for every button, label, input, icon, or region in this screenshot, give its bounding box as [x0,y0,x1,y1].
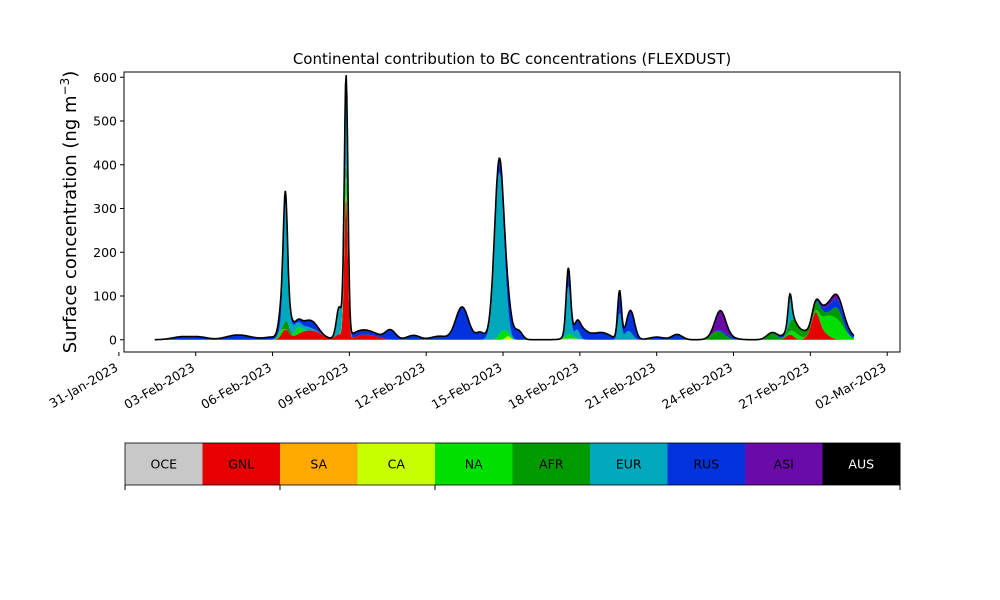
colorbar-label-afr: AFR [539,457,564,472]
y-tick-label: 500 [93,114,117,129]
y-tick-label: 200 [93,245,117,260]
x-tick-label: 24-Feb-2023 [659,360,735,412]
x-tick-label: 02-Mar-2023 [812,360,888,413]
colorbar-swatch-rus [667,443,746,485]
colorbar-label-ca: CA [388,457,406,472]
y-axis-label: Surface concentration (ng m−3) [58,71,81,354]
x-tick-label: 15-Feb-2023 [429,360,505,412]
total-concentration-line [154,75,855,341]
colorbar-swatch-afr [512,443,591,485]
x-tick-label: 09-Feb-2023 [275,360,351,412]
chart-title: Continental contribution to BC concentra… [293,50,731,68]
y-axis-label-main: Surface concentration (ng m [60,95,81,353]
plot-frame [123,71,901,353]
colorbar-label-oce: OCE [151,457,178,472]
colorbar-label-na: NA [465,457,483,472]
x-tick-label: 06-Feb-2023 [198,360,274,412]
x-tick-label: 27-Feb-2023 [736,360,812,412]
x-tick-label: 12-Feb-2023 [352,360,428,412]
y-axis-ticks: 0 100 200 300 400 500 600 [93,70,124,347]
y-tick-label: 0 [109,332,117,347]
y-tick-label: 400 [93,157,117,172]
y-axis-label-close: ) [60,71,81,78]
y-axis-label-exponent: −3 [58,78,72,96]
colorbar-label-gnl: GNL [228,457,254,472]
colorbar-swatch-asi [745,443,823,485]
x-tick-label: 03-Feb-2023 [121,360,197,412]
colorbar-swatch-na [435,443,513,485]
colorbar-label-sa: SA [310,457,327,472]
colorbar-swatch-sa [280,443,358,485]
colorbar-swatch-aus [822,443,901,485]
colorbar-swatch-oce [125,443,203,485]
x-axis-ticks: 31-Jan-2023 03-Feb-2023 06-Feb-2023 09-Feb-… [46,352,889,413]
stacked-area-layer [154,75,854,340]
colorbar-label-rus: RUS [693,457,719,472]
colorbar-legend: OCE GNL SA CA NA AFR EUR RUS ASI AUS [124,442,901,490]
y-tick-label: 300 [93,201,117,216]
colorbar-swatch-eur [590,443,668,485]
y-tick-label: 600 [93,70,117,85]
x-tick-label: 31-Jan-2023 [46,360,120,411]
colorbar-swatch-ca [357,443,436,485]
colorbar-label-aus: AUS [848,457,874,472]
x-tick-label: 21-Feb-2023 [582,360,658,412]
colorbar-frame [124,442,901,486]
x-tick-label: 18-Feb-2023 [506,360,582,412]
colorbar-label-asi: ASI [774,457,794,472]
colorbar-swatch-gnl [202,443,281,485]
area-eur [154,77,854,340]
y-tick-label: 100 [93,289,117,304]
colorbar-label-eur: EUR [616,457,642,472]
